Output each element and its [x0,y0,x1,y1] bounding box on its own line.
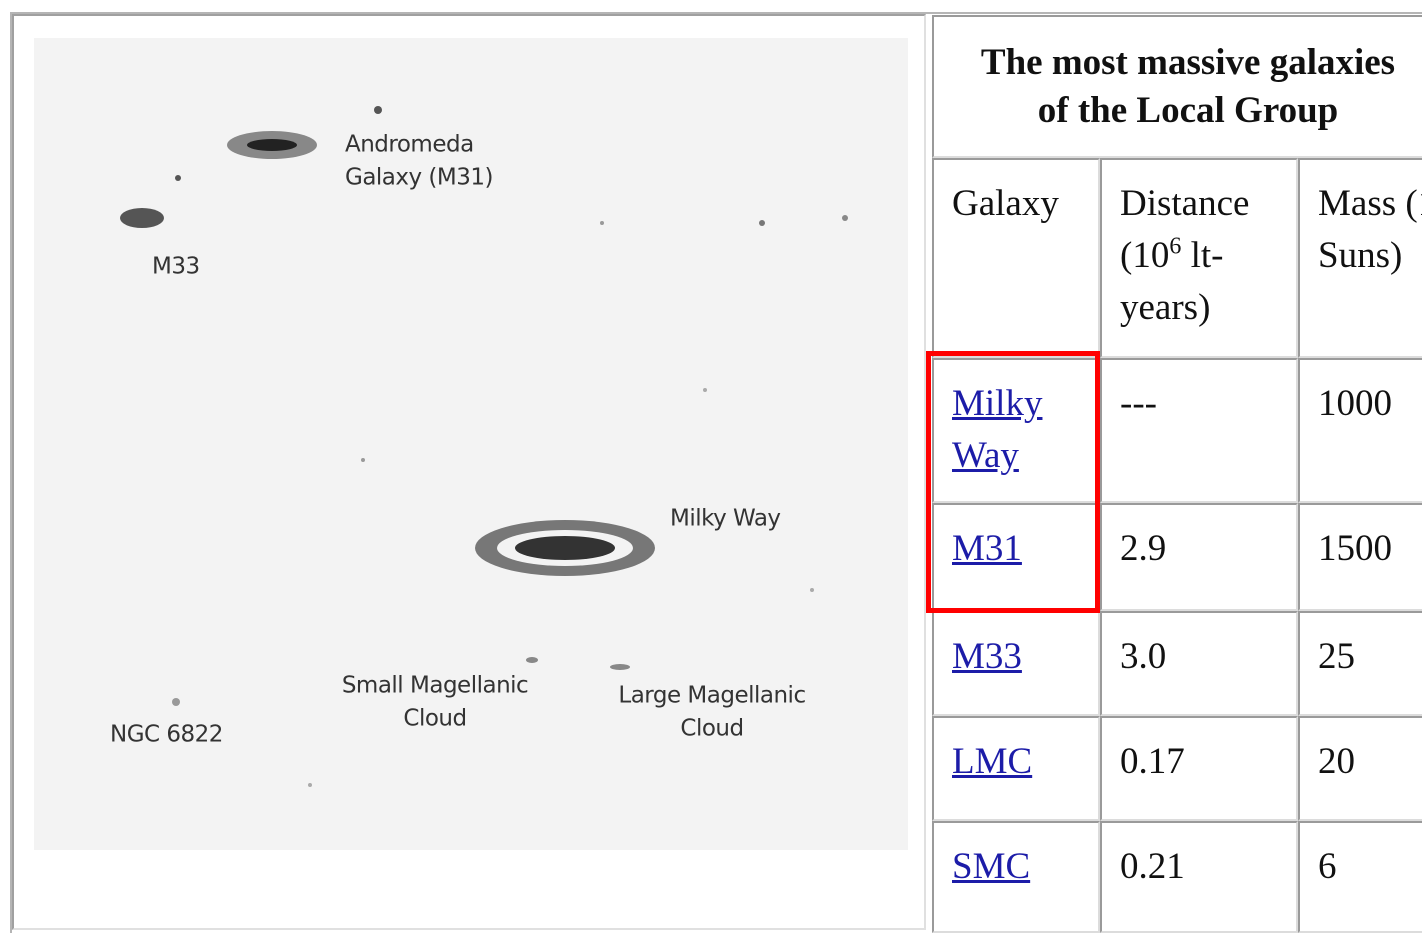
data-cell: 2.9 [1100,503,1298,611]
star [374,106,382,114]
data-cell: 1000 [1298,358,1422,503]
data-cell: 6 [1298,821,1422,933]
cell-text: 6 [1318,846,1337,887]
lmc-shape [610,664,630,670]
map-label: Andromeda [345,132,474,158]
highlight-box [926,351,1100,613]
data-cell: 0.21 [1100,821,1298,933]
table-title: of the Local Group [934,87,1422,135]
map-label: M33 [152,254,200,280]
table-title: The most massive galaxies [934,39,1422,87]
map-label: Cloud [403,706,466,732]
header-text: Mass (10 [1318,183,1422,224]
cell-text: 1500 [1318,528,1392,569]
m33-shape [120,208,164,228]
star [842,215,848,221]
data-cell: 0.17 [1100,716,1298,821]
cell-text: 3.0 [1120,636,1166,677]
star [308,783,312,787]
page: Andromeda Galaxy (M31) M33 Milky Way Small M… [0,0,1422,933]
smc-shape [526,657,538,663]
data-cell: 1500 [1298,503,1422,611]
map-label: NGC 6822 [110,722,223,748]
cell-text: --- [1120,383,1157,424]
map-label: Cloud [680,716,743,742]
map-label: Galaxy (M31) [345,165,493,191]
data-cell: --- [1100,358,1298,503]
cell-text: 0.21 [1120,846,1185,887]
galaxy-link[interactable]: SMC [952,846,1030,887]
galaxy-link[interactable]: M33 [952,636,1022,677]
star [361,458,365,462]
galaxy-link[interactable]: LMC [952,741,1032,782]
header-cell: Galaxy [932,158,1100,358]
header-cell: Distance (106 lt-years) [1100,158,1298,358]
star [810,588,814,592]
star [600,221,604,225]
cell-text: 1000 [1318,383,1392,424]
header-exponent: 6 [1169,234,1181,260]
star [703,388,707,392]
data-cell: LMC [932,716,1100,821]
ngc6822-shape [172,698,180,706]
data-cell: 3.0 [1100,611,1298,716]
milky-way-core [515,536,615,560]
star [759,220,765,226]
cell-text: 2.9 [1120,528,1166,569]
data-cell: 25 [1298,611,1422,716]
galaxy-map: Andromeda Galaxy (M31) M33 Milky Way Small M… [0,0,920,930]
star [175,175,181,181]
header-text: Suns) [1318,235,1402,276]
map-label: Small Magellanic [342,673,528,699]
cell-text: 25 [1318,636,1355,677]
data-cell: SMC [932,821,1100,933]
map-label: Large Magellanic [618,683,805,709]
cell-text: 20 [1318,741,1355,782]
cell-text: 0.17 [1120,741,1185,782]
data-cell: M33 [932,611,1100,716]
data-cell: 20 [1298,716,1422,821]
header-text: Galaxy [952,183,1059,224]
map-label: Milky Way [670,506,781,532]
header-cell: Mass (109 Suns) [1298,158,1422,358]
andromeda-core [247,139,297,151]
